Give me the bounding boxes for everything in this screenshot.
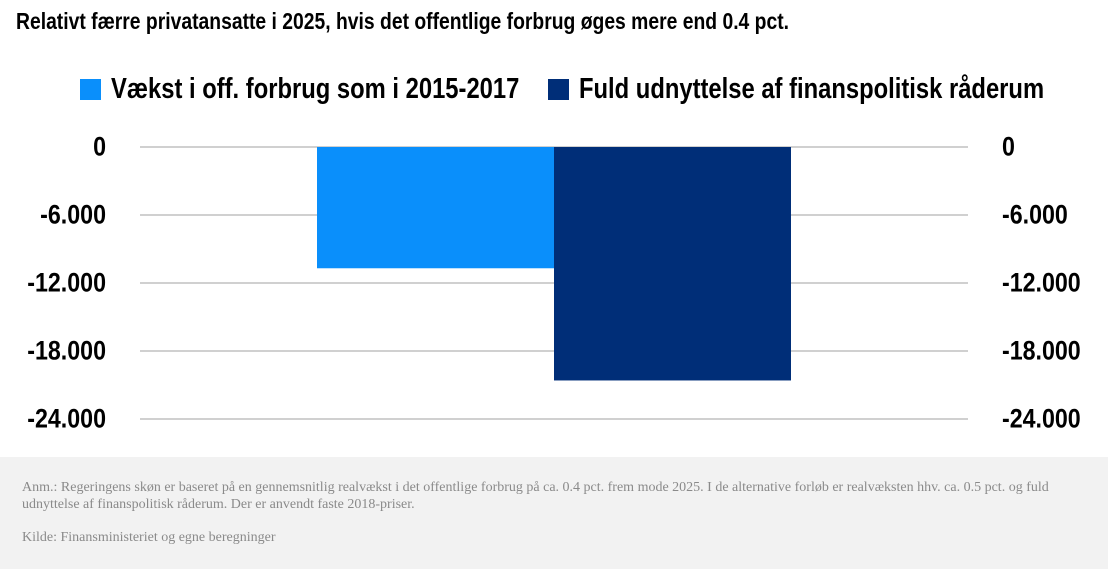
bar-series-2 [554, 147, 791, 381]
legend-label-series-1: Vækst i off. forbrug som i 2015-2017 [111, 72, 520, 105]
bar-chart: 0 0 -6.000 -6.000 -12.000 -12.000 -18.000 -18.0… [27, 132, 1081, 434]
y-tick-label-left: -6.000 [40, 200, 106, 230]
y-tick-label-right: -6.000 [1002, 200, 1068, 230]
y-tick-label-right: 0 [1002, 132, 1015, 162]
legend: Vækst i off. forbrug som i 2015-2017 Ful… [80, 72, 1100, 106]
y-tick-label-right: -12.000 [1002, 268, 1081, 298]
y-tick-label-right: -18.000 [1002, 336, 1081, 366]
footer: Anm.: Regeringens skøn er baseret på en … [0, 457, 1108, 569]
y-tick-label-right: -24.000 [1002, 404, 1081, 434]
legend-label-series-2: Fuld udnyttelse af finanspolitisk råderu… [579, 72, 1045, 105]
bar-series-1 [317, 147, 554, 269]
footnote: Anm.: Regeringens skøn er baseret på en … [22, 480, 1049, 512]
y-tick-label-left: -18.000 [27, 336, 106, 366]
legend-swatch-series-2 [548, 78, 569, 100]
y-tick-label-left: 0 [93, 132, 106, 162]
y-tick-label-left: -12.000 [27, 268, 106, 298]
y-tick-label-left: -24.000 [27, 404, 106, 434]
source-note: Kilde: Finansministeriet og egne beregni… [22, 530, 276, 545]
legend-item-series-2: Fuld udnyttelse af finanspolitisk råderu… [548, 72, 1108, 106]
legend-swatch-series-1 [80, 78, 101, 100]
chart-title: Relativt færre privatansatte i 2025, hvi… [16, 8, 790, 34]
legend-item-series-1: Vækst i off. forbrug som i 2015-2017 [80, 72, 609, 106]
